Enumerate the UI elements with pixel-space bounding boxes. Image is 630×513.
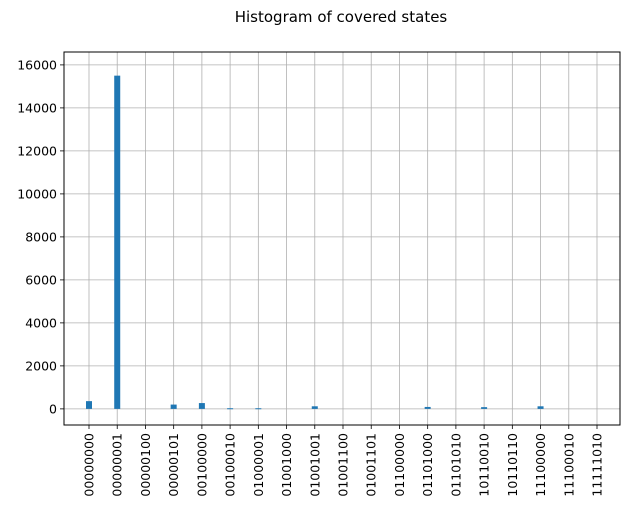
x-tick-label: 01001001 [307, 433, 322, 497]
x-tick-label: 00100000 [194, 433, 209, 497]
x-tick-label: 00000100 [138, 433, 153, 497]
y-axis-ticks: 0 2000 4000 6000 8000 10000 12000 14000 16000 [17, 57, 64, 416]
x-tick-label: 00000001 [110, 433, 125, 497]
bar-00000000 [86, 401, 92, 409]
y-tick-label: 2000 [25, 358, 57, 373]
bar-01001001 [311, 406, 318, 409]
x-tick-label: 01101000 [420, 433, 435, 497]
chart-title: Histogram of covered states [234, 8, 448, 26]
grid-lines [64, 52, 620, 425]
bar-10110010 [481, 407, 488, 409]
bar-11100000 [537, 406, 544, 409]
x-tick-label: 10110010 [477, 433, 492, 497]
y-tick-label: 10000 [17, 186, 57, 201]
bars [86, 75, 544, 410]
x-tick-label: 11100000 [533, 433, 548, 497]
bar-01000001 [255, 408, 262, 410]
bar-00000001 [114, 75, 121, 409]
y-tick-label: 6000 [25, 272, 57, 287]
y-tick-label: 4000 [25, 315, 57, 330]
x-tick-label: 01001101 [364, 433, 379, 497]
y-tick-label: 12000 [17, 143, 57, 158]
x-tick-label: 01001000 [279, 433, 294, 497]
x-tick-label: 01001100 [336, 433, 351, 497]
x-tick-label: 00000101 [166, 433, 181, 497]
x-axis-ticks: 00000000 00000001 00000100 00000101 00100000… [82, 425, 605, 497]
y-tick-label: 8000 [25, 229, 57, 244]
y-tick-label: 16000 [17, 57, 57, 72]
y-tick-label: 0 [49, 401, 57, 416]
x-tick-label: 00100010 [223, 433, 238, 497]
x-tick-label: 01100000 [392, 433, 407, 497]
y-tick-label: 14000 [17, 100, 57, 115]
bar-00100000 [198, 403, 205, 409]
x-tick-label: 01101010 [448, 433, 463, 497]
x-tick-label: 00000000 [82, 433, 97, 497]
plot-frame [63, 51, 621, 426]
x-tick-label: 11111010 [590, 433, 605, 497]
x-tick-label: 10110110 [505, 433, 520, 497]
bar-01101000 [424, 406, 431, 409]
bar-00100010 [227, 408, 234, 410]
x-tick-label: 11100010 [561, 433, 576, 497]
x-tick-label: 01000001 [251, 433, 266, 497]
bar-00000101 [170, 404, 177, 409]
